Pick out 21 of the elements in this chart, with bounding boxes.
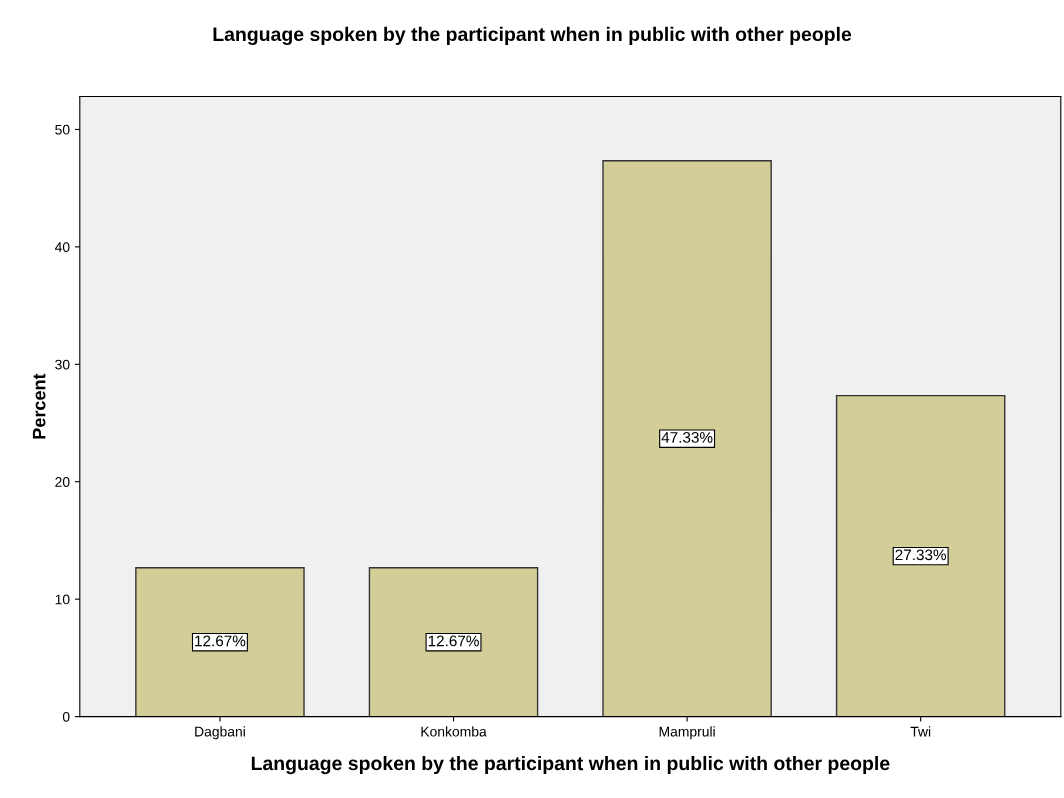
y-tick-label: 40 — [54, 242, 70, 253]
chart-title: Language spoken by the participant when in public with other people — [213, 26, 852, 46]
x-tick-label: Mampruli — [659, 726, 715, 740]
data-label: 12.67% — [195, 635, 246, 647]
y-tick-label: 30 — [55, 359, 70, 370]
x-axis-title: Language spoken by the participant when in public with other people — [251, 755, 890, 775]
y-axis-title: Percent — [32, 373, 46, 439]
x-tick-label: Konkomba — [421, 726, 487, 737]
y-tick-label: 10 — [55, 594, 70, 605]
data-label: 47.33% — [661, 431, 713, 443]
x-tick-label: Twi — [910, 726, 931, 737]
y-tick-label: 50 — [55, 124, 70, 135]
bar — [368, 567, 539, 717]
y-tick-label: 0 — [62, 711, 70, 722]
bar — [602, 160, 772, 717]
data-label: 12.67% — [428, 635, 479, 647]
bar — [835, 394, 1006, 717]
data-label: 27.33% — [895, 549, 947, 561]
y-tick-label: 20 — [55, 477, 70, 487]
x-tick-label: Dagbani — [195, 726, 245, 740]
bar — [135, 567, 305, 717]
